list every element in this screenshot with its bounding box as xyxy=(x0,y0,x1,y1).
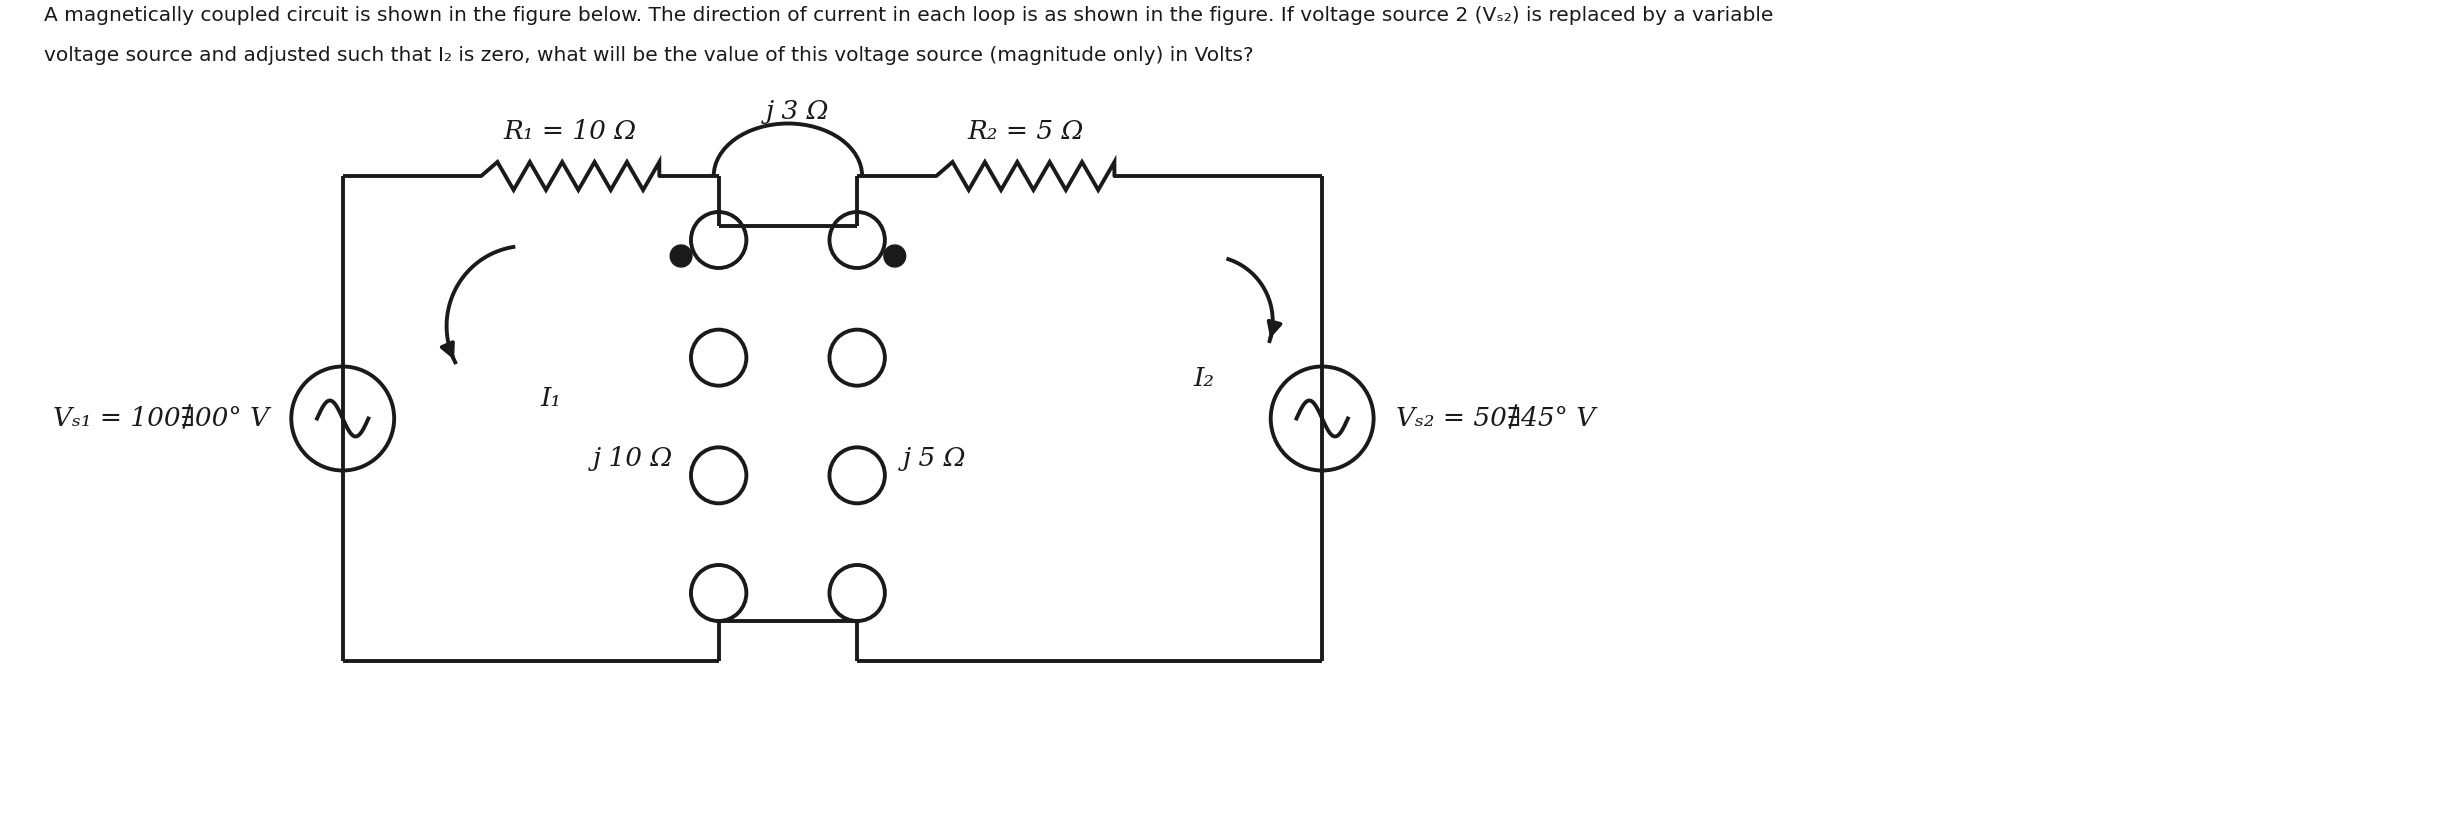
Circle shape xyxy=(669,245,691,267)
Text: j 5 Ω: j 5 Ω xyxy=(902,446,966,471)
Text: j 3 Ω: j 3 Ω xyxy=(765,99,829,124)
Text: voltage source and adjusted such that I₂ is zero, what will be the value of this: voltage source and adjusted such that I₂… xyxy=(44,46,1253,65)
Text: I₂: I₂ xyxy=(1194,366,1214,391)
Text: Vₛ₂ = 50∄45° V: Vₛ₂ = 50∄45° V xyxy=(1395,406,1596,431)
Text: A magnetically coupled circuit is shown in the figure below. The direction of cu: A magnetically coupled circuit is shown … xyxy=(44,6,1773,25)
Text: R₂ = 5 Ω: R₂ = 5 Ω xyxy=(966,119,1084,144)
Circle shape xyxy=(883,245,905,267)
Text: I₁: I₁ xyxy=(539,386,562,411)
Text: j 10 Ω: j 10 Ω xyxy=(593,446,674,471)
Text: R₁ = 10 Ω: R₁ = 10 Ω xyxy=(503,119,638,144)
Text: Vₛ₁ = 100∄00° V: Vₛ₁ = 100∄00° V xyxy=(51,406,270,431)
